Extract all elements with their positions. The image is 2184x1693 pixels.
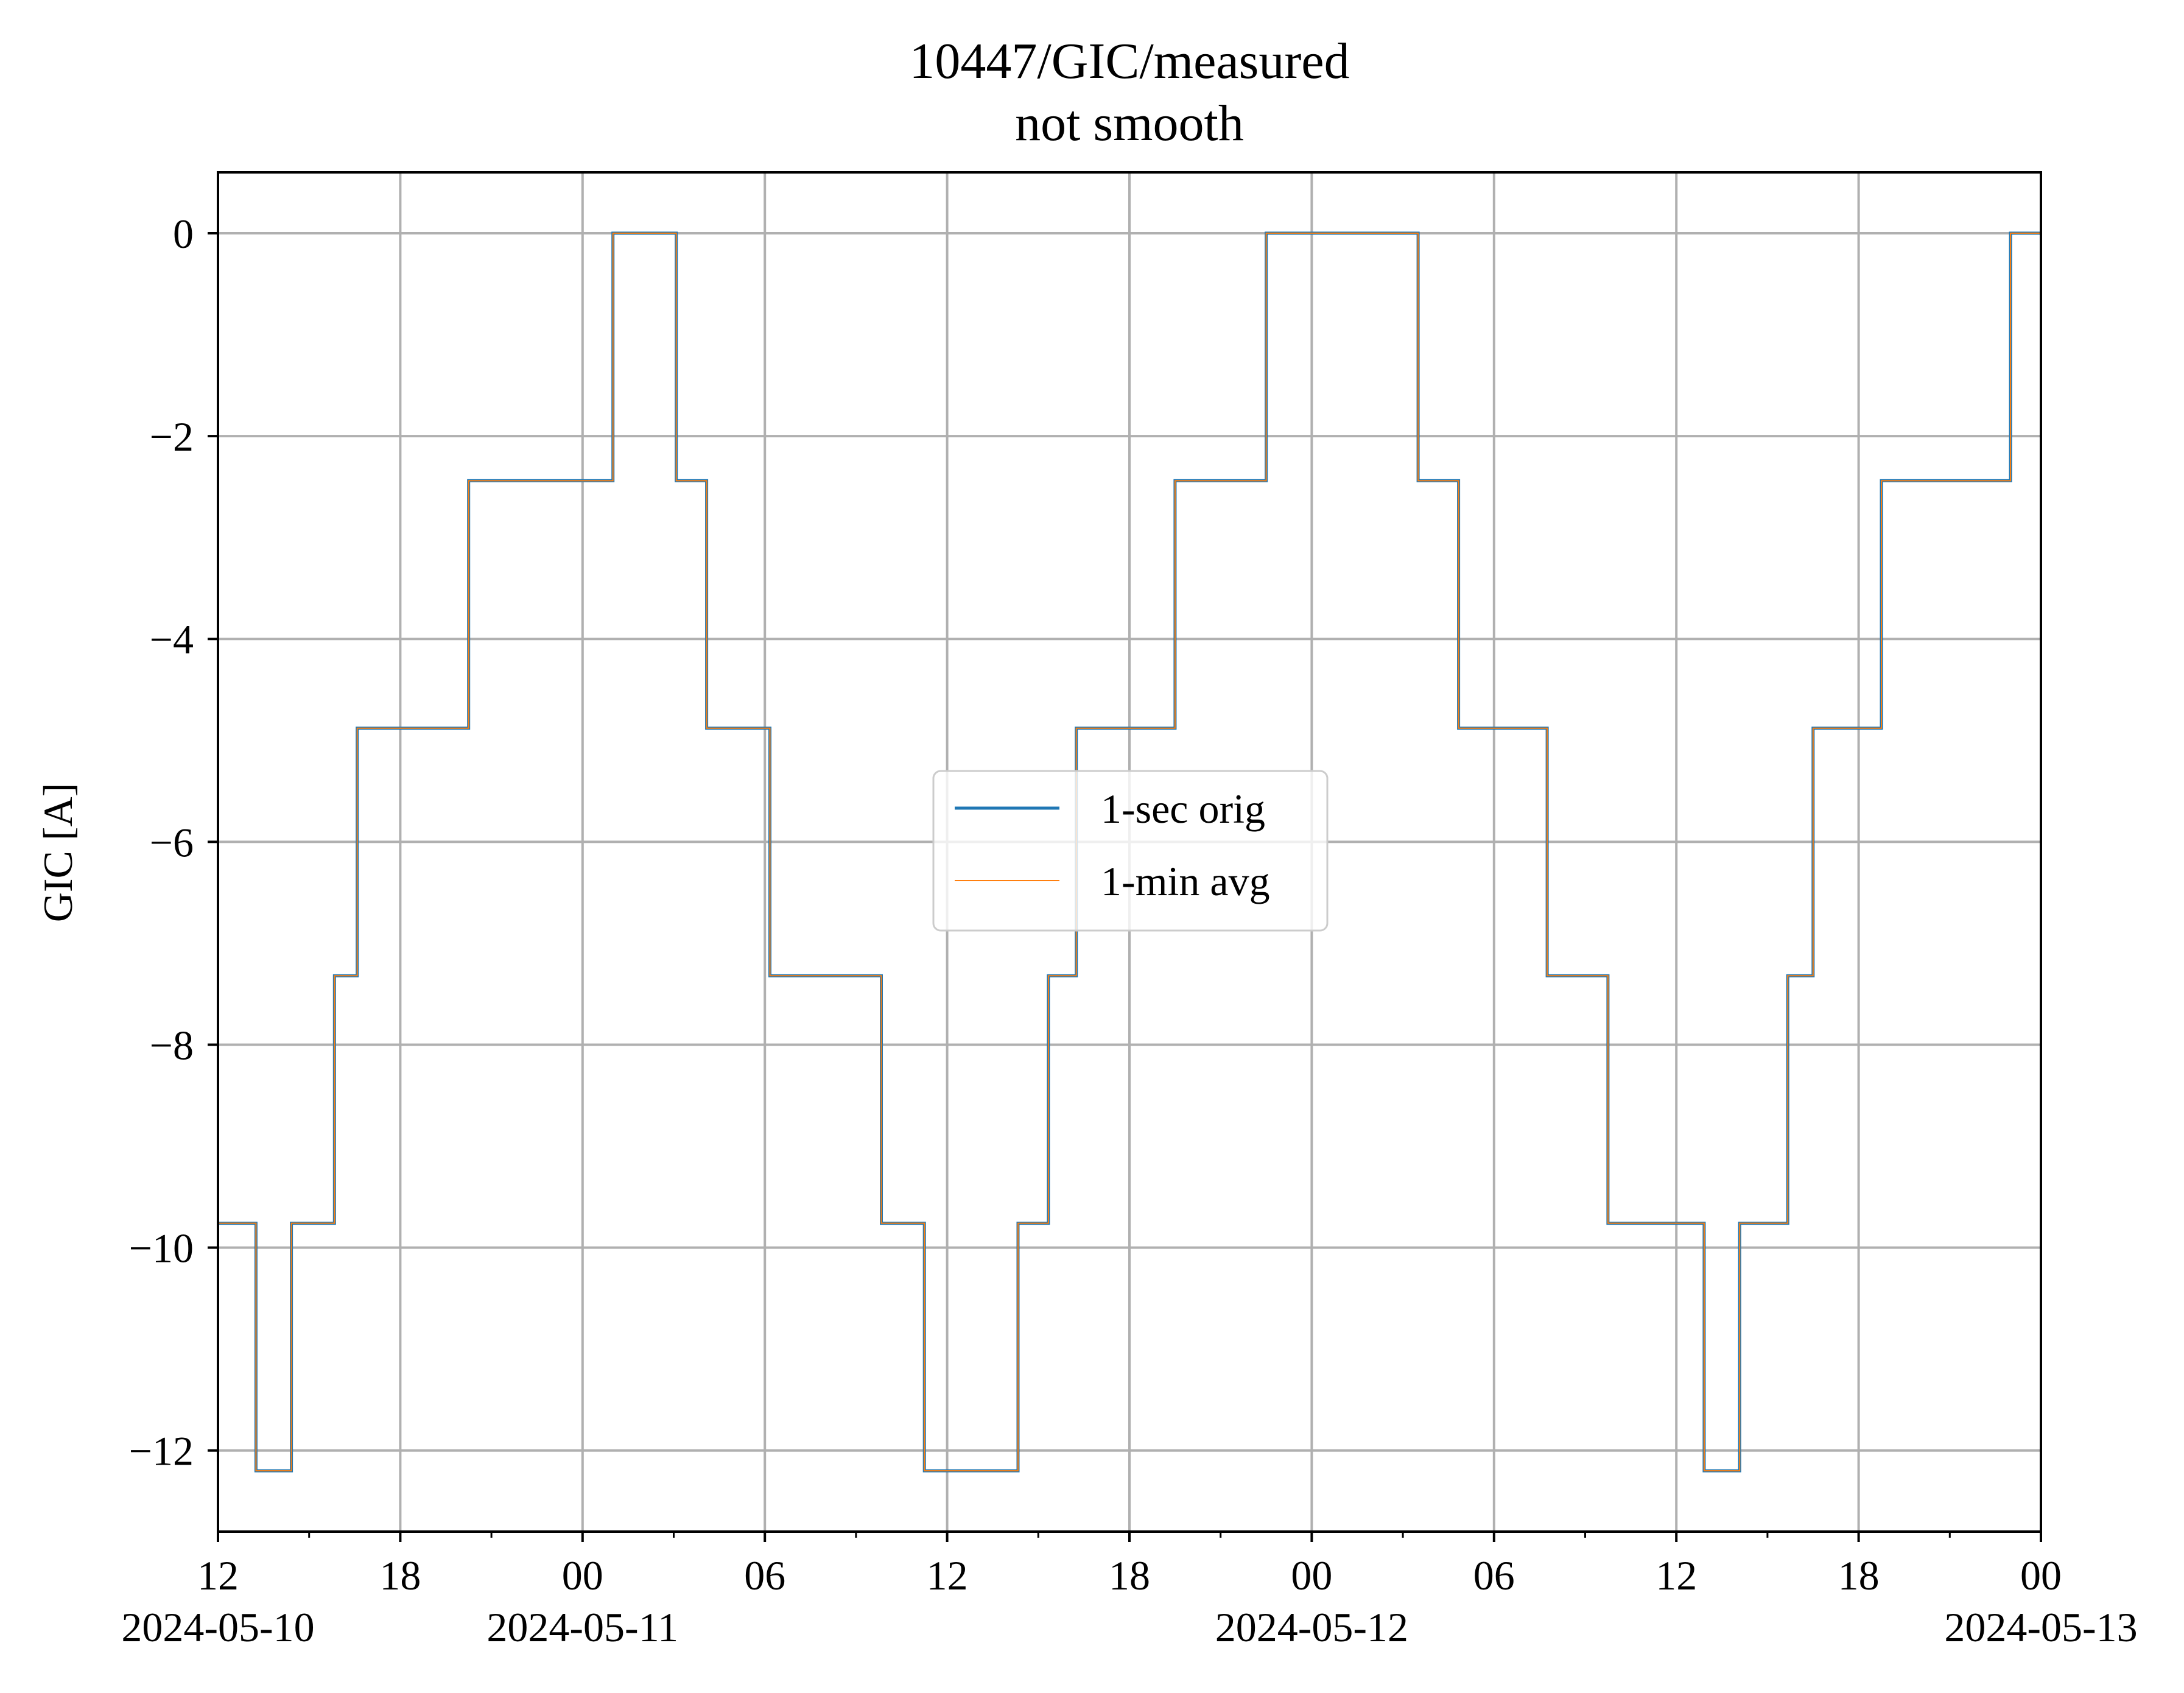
x-tick-label-7: 06	[1473, 1552, 1515, 1599]
y-tick-label-3: −6	[150, 819, 194, 865]
tick-labels: 12 2024-05-10 18 00 2024-05-11 06 12 18 00 2024-0…	[121, 211, 2137, 1650]
x-tick-label-8: 12	[1656, 1552, 1697, 1599]
x-tick-label-0: 12	[197, 1552, 239, 1599]
legend-label-1-sec-orig: 1-sec orig	[1101, 786, 1265, 832]
x-tick-label-5: 18	[1109, 1552, 1150, 1599]
series-layer	[218, 231, 2041, 1473]
x-date-label-0: 2024-05-10	[121, 1604, 314, 1650]
x-date-label-10: 2024-05-13	[1944, 1604, 2137, 1650]
y-tick-label-6: −12	[129, 1428, 194, 1474]
x-tick-label-3: 06	[744, 1552, 785, 1599]
y-axis-label: GIC [A]	[35, 783, 81, 923]
x-date-label-6: 2024-05-12	[1215, 1604, 1408, 1650]
y-tick-label-5: −10	[129, 1225, 194, 1272]
chart-title-line-2: not smooth	[1015, 95, 1244, 152]
x-tick-label-4: 12	[927, 1552, 968, 1599]
x-date-label-2: 2024-05-11	[486, 1604, 678, 1650]
legend-label-1-min-avg: 1-min avg	[1101, 858, 1270, 904]
y-tick-label-2: −4	[150, 616, 194, 663]
legend-box	[932, 770, 1329, 932]
series-line-1-min-avg	[218, 232, 2041, 1472]
chart-title-line-1: 10447/GIC/measured	[909, 33, 1349, 90]
x-tick-label-1: 18	[379, 1552, 421, 1599]
y-tick-label-0: 0	[173, 211, 194, 257]
x-tick-label-10: 00	[2020, 1552, 2062, 1599]
y-tick-label-4: −8	[150, 1022, 194, 1068]
legend: 1-sec orig 1-min avg	[932, 770, 1329, 932]
x-tick-label-9: 18	[1838, 1552, 1880, 1599]
x-tick-label-6: 00	[1291, 1552, 1332, 1599]
y-tick-label-1: −2	[150, 414, 194, 460]
axis-ticks	[208, 231, 2042, 1542]
x-tick-label-2: 00	[562, 1552, 603, 1599]
